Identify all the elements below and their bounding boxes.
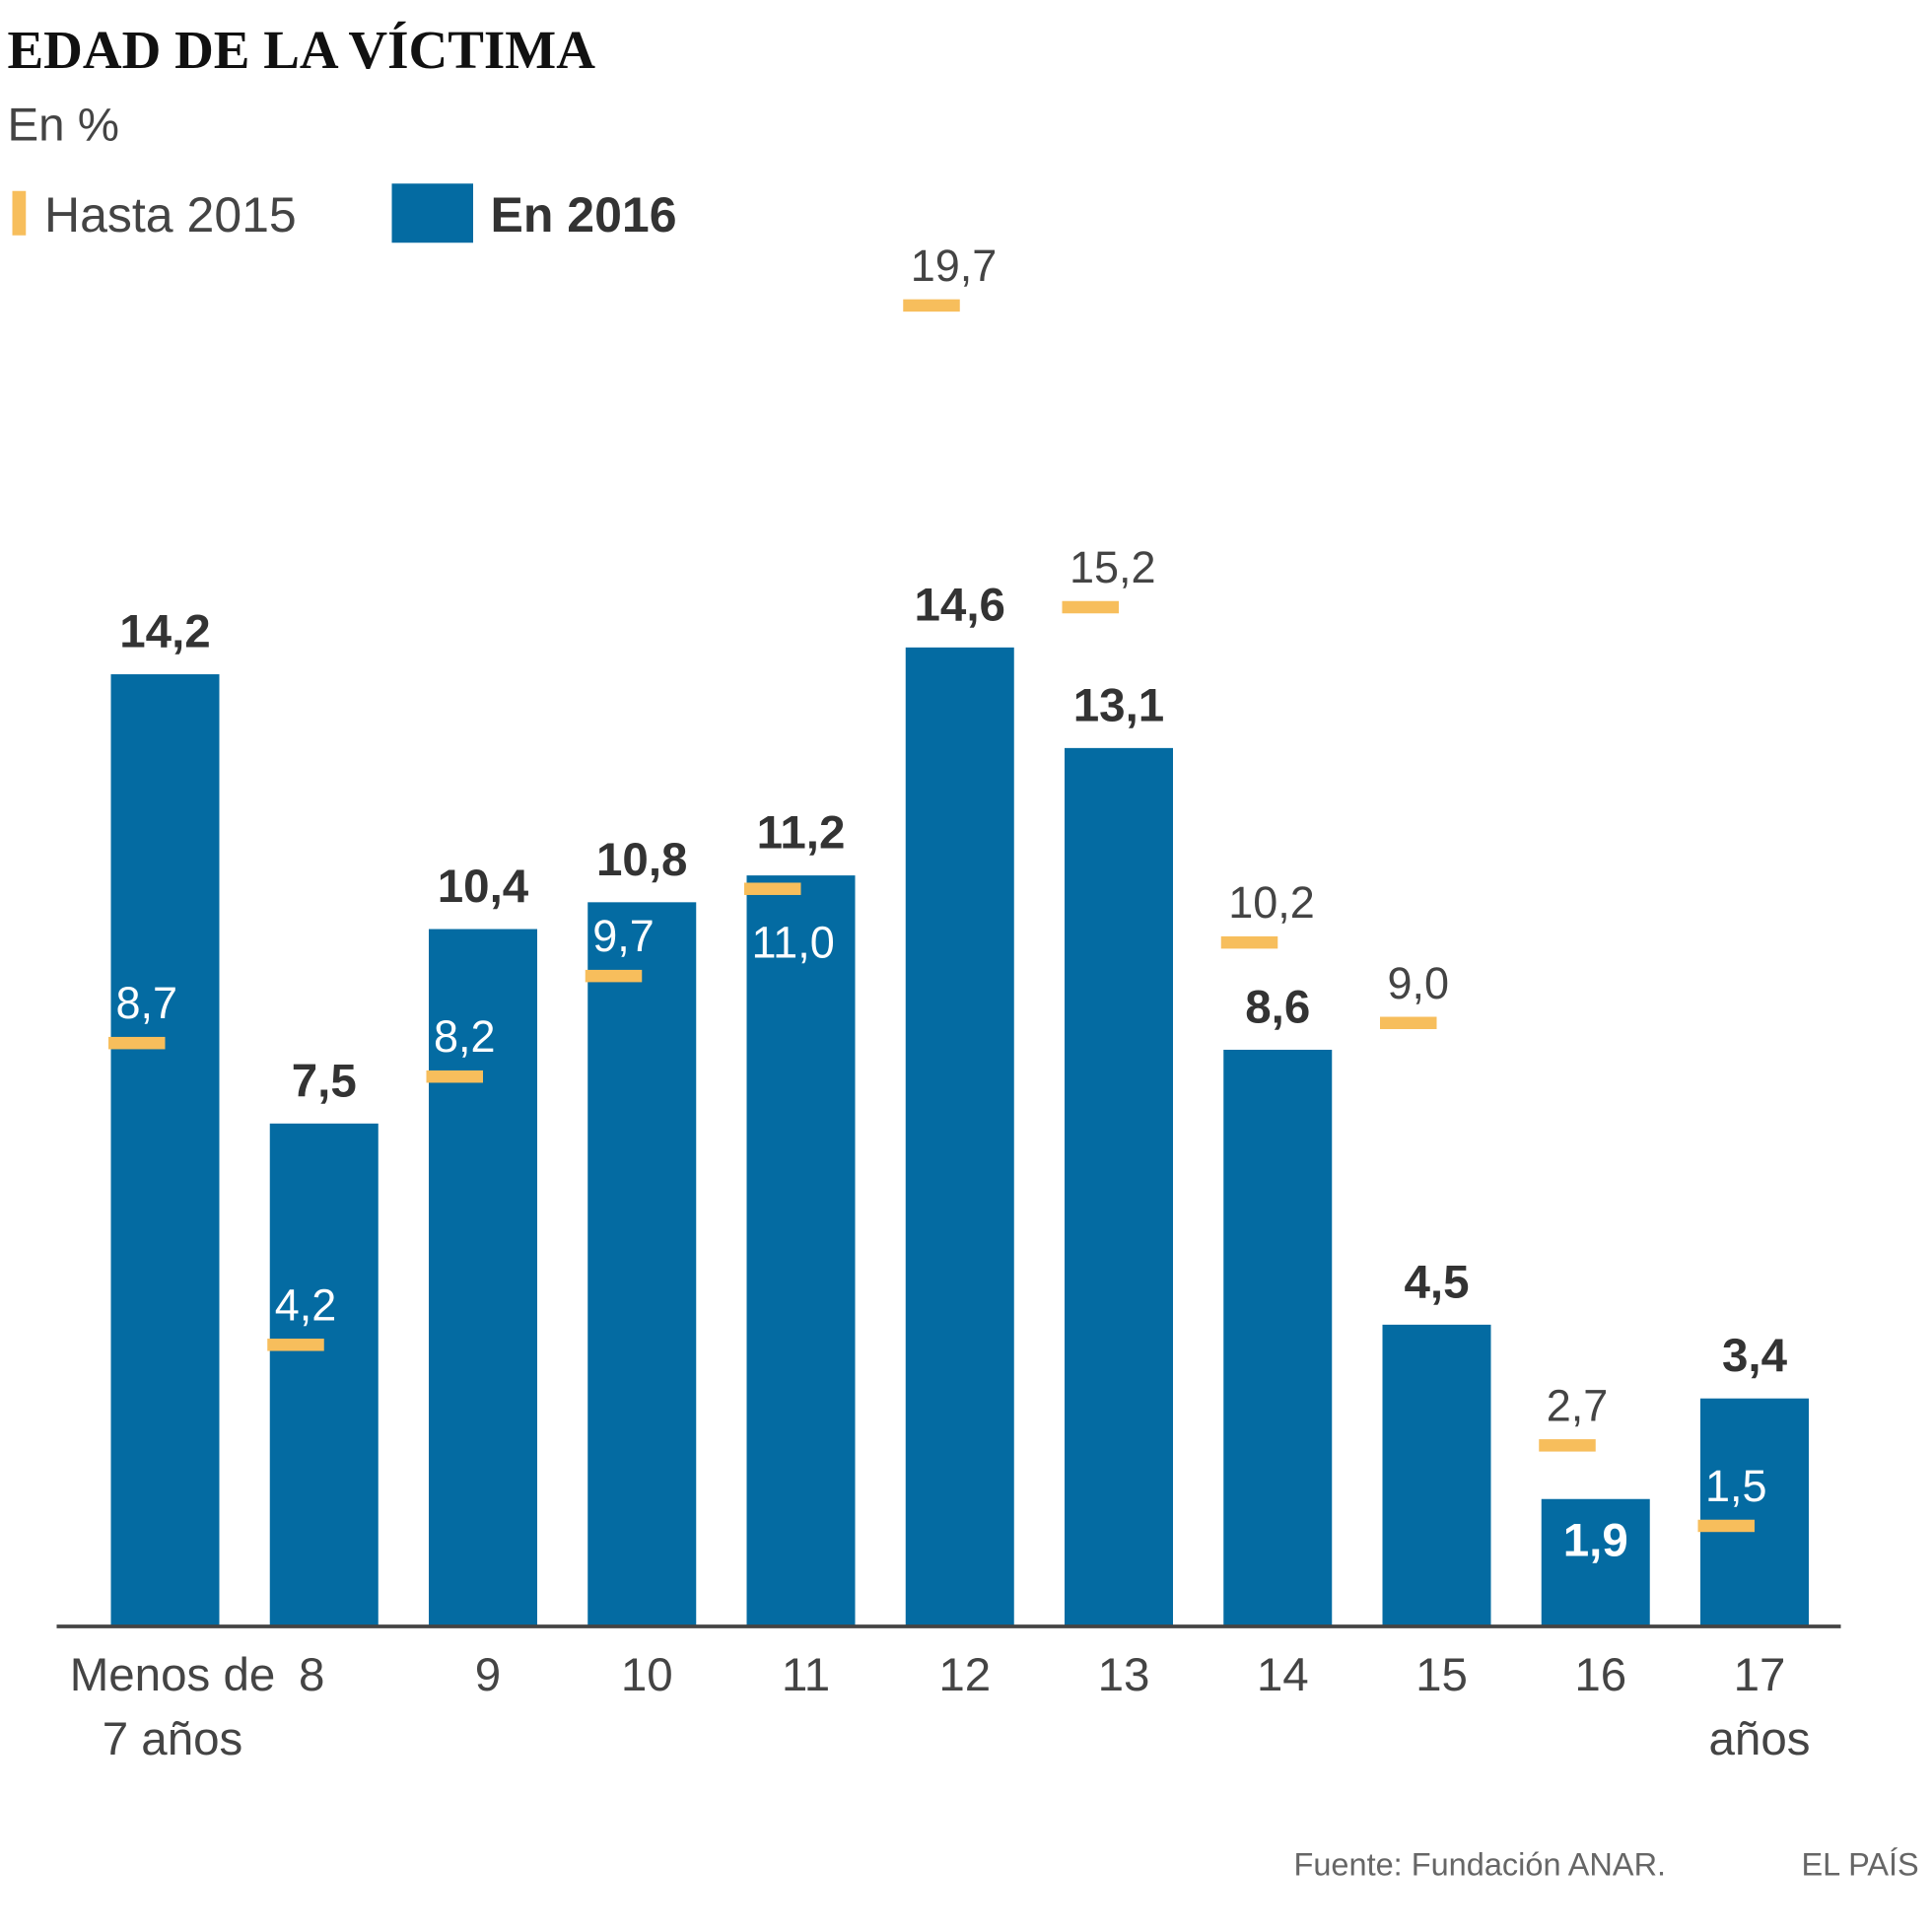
tick-hasta-2015 — [108, 1036, 166, 1050]
tick-hasta-2015 — [1380, 1016, 1437, 1030]
tick-value-label: 4,2 — [275, 1279, 337, 1330]
source-note: Fuente: Fundación ANAR. — [1294, 1847, 1667, 1883]
tick-value-label: 8,7 — [116, 978, 178, 1028]
tick-value-label: 1,5 — [1705, 1461, 1767, 1511]
tick-value-label: 19,7 — [911, 241, 998, 291]
tick-hasta-2015 — [585, 969, 643, 983]
x-tick-label: 8 — [299, 1649, 324, 1701]
legend-swatch-hasta-2015 — [12, 190, 27, 236]
bar-2016 — [1541, 1498, 1650, 1626]
x-tick-label: 12 — [938, 1649, 991, 1701]
bar-2016 — [1065, 747, 1173, 1626]
tick-value-label: 2,7 — [1547, 1380, 1609, 1430]
bar-value-label: 4,5 — [1404, 1256, 1469, 1308]
bar-value-label: 7,5 — [292, 1055, 357, 1107]
x-tick-label: 16 — [1574, 1649, 1626, 1701]
tick-hasta-2015 — [1539, 1439, 1596, 1452]
x-tick-label: 15 — [1415, 1649, 1468, 1701]
bar-2016 — [746, 875, 856, 1626]
tick-value-label: 15,2 — [1070, 542, 1156, 592]
tick-value-label: 11,0 — [752, 918, 835, 968]
legend-label-hasta-2015: Hasta 2015 — [44, 187, 297, 242]
tick-hasta-2015 — [1062, 600, 1119, 614]
tick-hasta-2015 — [267, 1339, 324, 1351]
bar-value-label: 11,2 — [757, 807, 846, 860]
chart-subtitle: En % — [8, 100, 120, 152]
x-tick-label: 11 — [782, 1649, 830, 1701]
bar-2016 — [1700, 1398, 1809, 1626]
chart-title: EDAD DE LA VÍCTIMA — [8, 20, 596, 80]
x-tick-label: 10 — [621, 1649, 673, 1701]
tick-hasta-2015 — [1697, 1519, 1755, 1533]
x-tick-label: años — [1708, 1713, 1810, 1765]
bar-2016 — [429, 929, 537, 1626]
bar-value-label: 10,4 — [438, 861, 529, 913]
tick-hasta-2015 — [1220, 935, 1278, 949]
bar-value-label: 3,4 — [1722, 1330, 1788, 1382]
bar-value-label: 14,6 — [915, 579, 1005, 631]
bar-value-label: 10,8 — [596, 834, 687, 886]
bar-value-label: 8,6 — [1245, 981, 1310, 1033]
tick-value-label: 9,0 — [1388, 958, 1450, 1008]
x-tick-label: 14 — [1257, 1649, 1309, 1701]
bar-value-label: 13,1 — [1073, 679, 1164, 731]
x-tick-label: 7 años — [103, 1713, 243, 1765]
x-tick-label: Menos de — [70, 1649, 276, 1701]
brand-label: EL PAÍS — [1802, 1847, 1919, 1883]
tick-hasta-2015 — [426, 1070, 483, 1083]
tick-value-label: 9,7 — [592, 911, 655, 961]
bar-2016 — [1382, 1324, 1491, 1626]
x-tick-label: 13 — [1098, 1649, 1150, 1701]
legend-label-en-2016: En 2016 — [491, 187, 677, 242]
tick-hasta-2015 — [744, 882, 801, 895]
bar-2016 — [905, 647, 1014, 1626]
tick-hasta-2015 — [903, 299, 960, 312]
bar-2016 — [269, 1123, 379, 1626]
bar-2016 — [110, 674, 220, 1626]
tick-value-label: 8,2 — [434, 1011, 496, 1062]
bar-2016 — [1223, 1049, 1333, 1626]
chart-marks: 14,2 8,7 Menos de 7 años 7,5 4,2 8 10,4 8,2 9 10,8… — [70, 241, 1811, 1765]
bar-value-label: 1,9 — [1563, 1514, 1628, 1566]
bar-value-label: 14,2 — [119, 606, 210, 658]
bar-2016 — [587, 902, 697, 1626]
legend-swatch-en-2016 — [391, 183, 473, 243]
x-tick-label: 17 — [1734, 1649, 1786, 1701]
tick-value-label: 10,2 — [1228, 877, 1315, 928]
x-tick-label: 9 — [475, 1649, 501, 1701]
